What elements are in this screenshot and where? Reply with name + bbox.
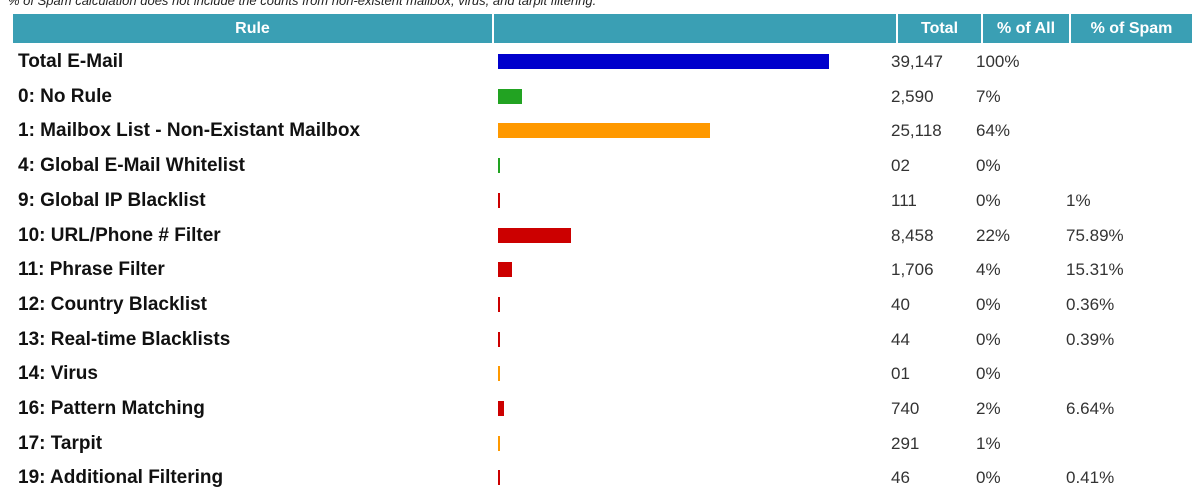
percent-of-all: 64%: [976, 121, 1011, 141]
count-bar: [498, 470, 500, 486]
rule-name: 12: Country Blacklist: [18, 293, 207, 315]
total-count: 40: [891, 294, 910, 314]
percent-of-all: 0%: [976, 294, 1001, 314]
percent-of-all: 0%: [976, 156, 1001, 176]
percent-of-all: 0%: [976, 364, 1001, 384]
header-rule[interactable]: Rule: [13, 14, 492, 43]
table-row: 4: Global E-Mail Whitelist 02 0%: [13, 148, 1192, 182]
percent-of-spam: 15.31%: [1066, 260, 1124, 280]
percent-of-spam: 1%: [1066, 190, 1091, 210]
table-row: 17: Tarpit 291 1%: [13, 426, 1192, 460]
rule-name: Total E-Mail: [18, 51, 124, 72]
percent-of-all: 1%: [976, 433, 1001, 453]
rule-name: 0: No Rule: [18, 85, 112, 107]
table-row: 13: Real-time Blacklists 44 0% 0.39%: [13, 322, 1192, 356]
rule-name: 4: Global E-Mail Whitelist: [18, 155, 245, 177]
count-bar: [498, 158, 500, 174]
percent-of-spam: 0.36%: [1066, 294, 1115, 314]
total-count: 111: [891, 190, 917, 210]
count-bar: [498, 331, 500, 347]
rule-name: 9: Global IP Blacklist: [18, 189, 206, 211]
rule-name: 16: Pattern Matching: [18, 398, 205, 419]
count-bar: [498, 192, 500, 208]
header-pct-all[interactable]: % of All: [983, 14, 1069, 43]
count-bar: [498, 435, 500, 451]
rule-name: 10: URL/Phone # Filter: [18, 224, 221, 246]
rule-name: 14: Virus: [18, 363, 98, 385]
total-count: 1,706: [891, 260, 934, 280]
percent-of-all: 0%: [976, 468, 1001, 488]
rule-name: 11: Phrase Filter: [18, 259, 165, 281]
total-count: 02: [891, 156, 910, 176]
table-row: 0: No Rule 2,590 7%: [13, 79, 1192, 113]
spam-calculation-note: % of Spam calculation does not include t…: [8, 0, 597, 8]
table-row: 19: Additional Filtering 46 0% 0.41%: [13, 460, 1192, 494]
percent-of-all: 2%: [976, 399, 1001, 418]
table-row: 12: Country Blacklist 40 0% 0.36%: [13, 287, 1192, 321]
rule-name: 17: Tarpit: [18, 432, 103, 454]
percent-of-all: 0%: [976, 329, 1001, 349]
total-count: 8,458: [891, 225, 934, 245]
total-count: 39,147: [891, 52, 943, 71]
table-row: Total E-Mail 39,147 100%: [13, 44, 1192, 78]
rule-name: 13: Real-time Blacklists: [18, 328, 231, 350]
table-row: 11: Phrase Filter 1,706 4% 15.31%: [13, 252, 1192, 286]
rule-name: 19: Additional Filtering: [18, 467, 224, 489]
percent-of-all: 0%: [976, 190, 1001, 210]
total-count: 25,118: [891, 121, 942, 141]
count-bar: [498, 54, 829, 69]
percent-of-spam: 75.89%: [1066, 225, 1124, 245]
percent-of-all: 22%: [976, 225, 1011, 245]
table-row: 14: Virus 01 0%: [13, 356, 1192, 390]
percent-of-spam: 0.39%: [1066, 329, 1115, 349]
total-count: 01: [891, 364, 910, 384]
table-row: 16: Pattern Matching 740 2% 6.64%: [13, 391, 1192, 425]
percent-of-spam: 6.64%: [1066, 399, 1115, 418]
percent-of-all: 7%: [976, 86, 1001, 106]
header-bar: [494, 14, 896, 43]
table-row: 10: URL/Phone # Filter 8,458 22% 75.89%: [13, 218, 1192, 252]
count-bar: [498, 401, 504, 416]
total-count: 291: [891, 433, 920, 453]
count-bar: [498, 296, 500, 312]
table-row: 9: Global IP Blacklist 111 0% 1%: [13, 183, 1192, 217]
percent-of-all: 4%: [976, 260, 1001, 280]
percent-of-all: 100%: [976, 52, 1020, 71]
count-bar: [498, 88, 522, 104]
total-count: 2,590: [891, 86, 934, 106]
header-total[interactable]: Total: [898, 14, 981, 43]
count-bar: [498, 227, 571, 243]
count-bar: [498, 366, 500, 382]
table-row: 1: Mailbox List - Non-Existant Mailbox 25…: [13, 113, 1192, 147]
rule-name: 1: Mailbox List - Non-Existant Mailbox: [18, 120, 361, 142]
total-count: 44: [891, 329, 910, 349]
count-bar: [498, 262, 512, 278]
header-pct-spam[interactable]: % of Spam: [1071, 14, 1192, 43]
count-bar: [498, 123, 710, 139]
percent-of-spam: 0.41%: [1066, 468, 1115, 488]
total-count: 46: [891, 468, 910, 488]
total-count: 740: [891, 399, 920, 418]
